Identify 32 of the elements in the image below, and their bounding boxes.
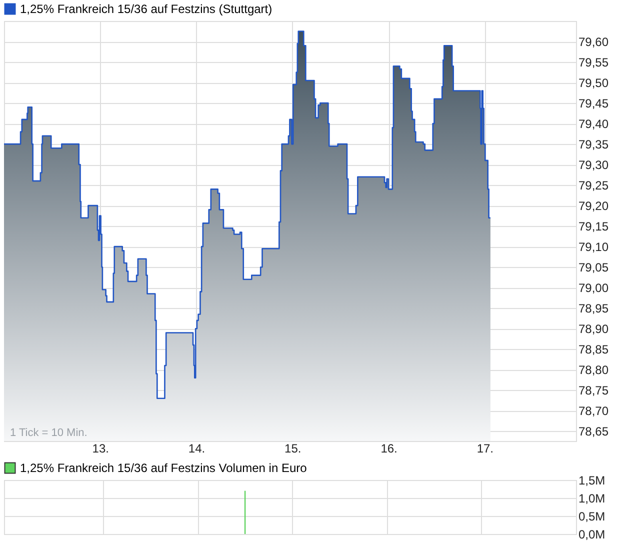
legend-label: 1,25% Frankreich 15/36 auf Festzins (Stuttgart) xyxy=(20,2,272,16)
y-tick-label: 78,75 xyxy=(578,384,609,398)
x-tick-label: 13. xyxy=(92,442,109,456)
y-tick-label: 0,0M xyxy=(578,528,606,542)
legend-label: 1,25% Frankreich 15/36 auf Festzins Volumen in Euro xyxy=(20,461,308,475)
y-tick-label: 79,55 xyxy=(578,56,609,70)
y-tick-label: 79,15 xyxy=(578,220,609,234)
y-tick-label: 79,40 xyxy=(578,117,609,132)
x-tick-label: 14. xyxy=(188,442,206,456)
y-tick-label: 79,50 xyxy=(578,76,609,90)
y-tick-label: 79,30 xyxy=(578,158,609,172)
y-tick-label: 79,60 xyxy=(578,35,609,50)
annotation: 1 Tick = 10 Min. xyxy=(10,427,88,439)
x-tick-label: 15. xyxy=(284,442,302,456)
x-tick-label: 16. xyxy=(380,442,398,456)
y-tick-label: 1,5M xyxy=(578,474,606,488)
y-tick-label: 78,85 xyxy=(578,342,609,357)
y-tick-label: 78,95 xyxy=(578,302,609,316)
y-tick-label: 79,35 xyxy=(578,138,609,152)
y-tick-label: 79,20 xyxy=(578,199,609,214)
y-tick-label: 78,65 xyxy=(578,424,609,439)
y-tick-label: 79,10 xyxy=(578,240,609,254)
y-tick-label: 78,70 xyxy=(578,404,609,418)
y-tick-label: 1,0M xyxy=(578,492,606,506)
y-tick-label: 79,00 xyxy=(578,281,609,296)
y-tick-label: 79,45 xyxy=(578,96,609,111)
y-tick-label: 79,05 xyxy=(578,260,609,275)
y-tick-label: 0,5M xyxy=(578,510,606,524)
x-tick-label: 17. xyxy=(476,442,494,456)
y-tick-label: 78,80 xyxy=(578,363,609,378)
y-tick-label: 79,25 xyxy=(578,178,609,193)
y-tick-label: 78,90 xyxy=(578,322,609,336)
